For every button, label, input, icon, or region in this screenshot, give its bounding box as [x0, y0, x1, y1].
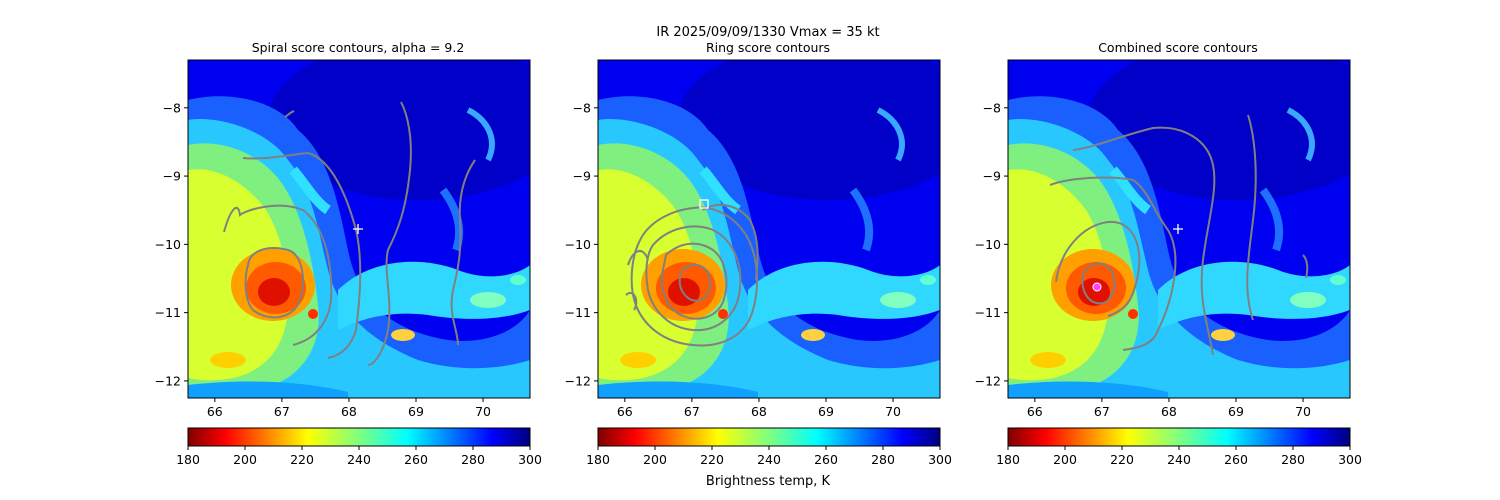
x-tick-label: 66 [1027, 404, 1043, 419]
y-tick-label: −9 [163, 169, 181, 184]
y-tick-label: −8 [573, 100, 591, 115]
panel-ring-title: Ring score contours [706, 40, 830, 55]
y-tick-label: −11 [975, 305, 1001, 320]
colorbar-tick-label: 220 [290, 452, 314, 467]
spiral-center-plus [353, 224, 363, 234]
panel-combined-frame [1007, 59, 1351, 399]
x-tick-label: 67 [684, 404, 700, 419]
spiral-contour-outer [242, 151, 362, 359]
y-tick-label: −10 [565, 237, 591, 252]
colorbar-tick-label: 240 [1167, 452, 1191, 467]
ring-contour-east [702, 203, 759, 281]
panel-spiral-image [188, 40, 568, 398]
x-tick-label: 70 [885, 404, 901, 419]
combined-contour-stub [1302, 254, 1309, 279]
combined-contour-east [1246, 114, 1257, 321]
colorbar-tick-label: 300 [518, 452, 542, 467]
colorbar-tick-label: 300 [1338, 452, 1362, 467]
colorbar-tick-label: 280 [1281, 452, 1305, 467]
panel-spiral-yaxis: −8 −9 −10 −11 −12 [155, 100, 188, 388]
colorbar-2: 180 200 220 240 260 280 300 [586, 427, 952, 467]
panel-combined-image [1008, 40, 1388, 398]
panel-spiral-xaxis: 66 67 68 69 70 [207, 398, 491, 419]
y-tick-label: −12 [155, 373, 181, 388]
y-tick-label: −11 [155, 305, 181, 320]
x-tick-label: 69 [1228, 404, 1244, 419]
y-tick-label: −12 [975, 373, 1001, 388]
spiral-contour-east1 [367, 101, 412, 366]
x-tick-label: 69 [818, 404, 834, 419]
panel-ring-image [598, 40, 978, 398]
combined-contour-large [1072, 126, 1216, 356]
x-tick-label: 66 [617, 404, 633, 419]
colorbar-tick-label: 240 [347, 452, 371, 467]
panel-combined-title: Combined score contours [1098, 40, 1258, 55]
ring-contour-outer [630, 206, 758, 347]
panel-combined: Combined score contours 66 67 68 69 70 −8−9−… [975, 40, 1388, 419]
y-tick-label: −10 [155, 237, 181, 252]
x-tick-label: 67 [274, 404, 290, 419]
x-tick-label: 66 [207, 404, 223, 419]
colorbar-tick-label: 180 [996, 452, 1020, 467]
colorbar-tick-label: 180 [586, 452, 610, 467]
colorbar-tick-label: 200 [1053, 452, 1077, 467]
ring-contour-mid2 [660, 242, 728, 320]
combined-contour-inner [1081, 262, 1116, 305]
panel-ring: Ring score contours 66 67 68 69 70 −8 −9 −10 −1… [565, 40, 978, 419]
combined-center-circle [1092, 282, 1102, 292]
panel-ring-yaxis: −8 −9 −10 −11 −12 [565, 100, 598, 388]
y-tick-label: −9 [983, 169, 1001, 184]
figure-suptitle: IR 2025/09/09/1330 Vmax = 35 kt [656, 25, 879, 40]
ring-contour-west [625, 250, 649, 311]
panel-combined-xaxis: 66 67 68 69 70 [1027, 398, 1311, 419]
x-tick-label: 68 [751, 404, 767, 419]
y-tick-label: −12 [565, 373, 591, 388]
panel-spiral: Spiral score contours, alpha = 9.2 66 67 6… [155, 40, 568, 419]
colorbar-1: 180 200 220 240 260 280 300 [176, 427, 542, 467]
y-tick-label: −10 [975, 237, 1001, 252]
colorbar-tick-label: 180 [176, 452, 200, 467]
colorbar-3: 180 200 220 240 260 280 300 [996, 427, 1362, 467]
colorbar-tick-label: 200 [233, 452, 257, 467]
spiral-contour-stub [284, 110, 295, 118]
panel-combined-yaxis: −8 −9 −10 −11 −12 [975, 100, 1008, 388]
colorbar-tick-label: 280 [871, 452, 895, 467]
colorbar-tick-label: 300 [928, 452, 952, 467]
combined-contour-middle [1055, 220, 1141, 317]
colorbar-tick-label: 280 [461, 452, 485, 467]
colorbar-tick-label: 260 [1224, 452, 1248, 467]
ring-center-square [699, 199, 709, 209]
spiral-contour-east2 [450, 159, 476, 346]
x-tick-label: 68 [341, 404, 357, 419]
y-tick-label: −8 [163, 100, 181, 115]
x-tick-label: 70 [1295, 404, 1311, 419]
x-tick-label: 69 [408, 404, 424, 419]
colorbar-label: Brightness temp, K [706, 474, 831, 489]
y-tick-label: −11 [565, 305, 591, 320]
colorbar-tick-label: 260 [814, 452, 838, 467]
x-tick-label: 68 [1161, 404, 1177, 419]
combined-contour-outer [1049, 176, 1177, 351]
colorbar-tick-label: 260 [404, 452, 428, 467]
panel-ring-xaxis: 66 67 68 69 70 [617, 398, 901, 419]
panel-ring-frame [597, 59, 941, 399]
colorbar-tick-label: 240 [757, 452, 781, 467]
y-tick-label: −9 [573, 169, 591, 184]
spiral-contour-middle [223, 204, 333, 346]
x-tick-label: 70 [475, 404, 491, 419]
panel-spiral-frame [187, 59, 531, 399]
ring-contour-mid1 [645, 225, 742, 332]
colorbar-tick-label: 200 [643, 452, 667, 467]
ring-contour-inner [678, 263, 712, 302]
panel-spiral-title: Spiral score contours, alpha = 9.2 [252, 40, 465, 55]
y-tick-label: −8 [983, 100, 1001, 115]
x-tick-label: 67 [1094, 404, 1110, 419]
colorbar-tick-label: 220 [700, 452, 724, 467]
colorbar-tick-label: 220 [1110, 452, 1134, 467]
spiral-contour-inner [244, 247, 304, 319]
combined-center-plus [1173, 224, 1183, 234]
